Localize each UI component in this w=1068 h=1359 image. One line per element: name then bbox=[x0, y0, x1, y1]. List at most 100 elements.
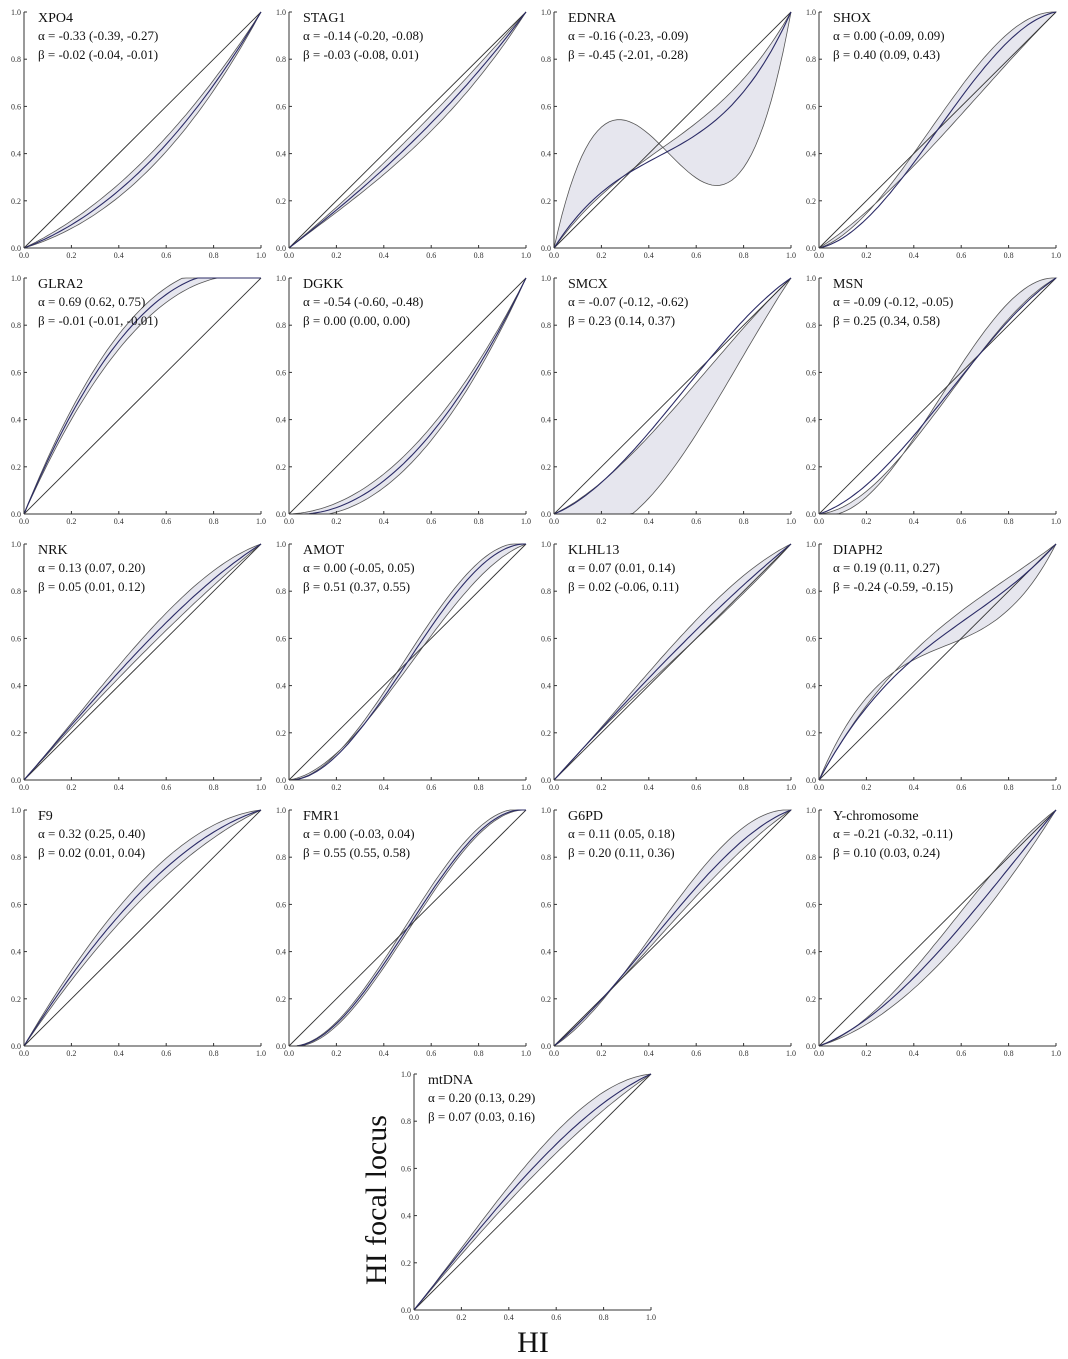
y-tick-label: 0.0 bbox=[541, 510, 551, 519]
x-tick-label: 0.2 bbox=[861, 251, 871, 260]
y-tick-label: 0.6 bbox=[276, 900, 286, 909]
beta-label: β = 0.00 (0.00, 0.00) bbox=[303, 313, 410, 328]
x-tick-label: 0.6 bbox=[956, 783, 966, 792]
gene-label: FMR1 bbox=[303, 809, 340, 824]
panel-g6pd: 0.00.0 0.2 0.2 0.4 0.4 0.6 0.6 0.8 0.8 1.0 1.0 G6PD… bbox=[541, 806, 796, 1058]
y-tick-label: 0.4 bbox=[11, 682, 21, 691]
beta-label: β = -0.01 (-0.01, -0.01) bbox=[38, 313, 158, 328]
estimated-cline bbox=[818, 543, 1057, 781]
beta-label: β = 0.25 (0.34, 0.58) bbox=[833, 313, 940, 328]
y-tick-label: 0.8 bbox=[541, 321, 551, 330]
y-tick-label: 0.6 bbox=[541, 900, 551, 909]
neutral-diagonal bbox=[23, 543, 262, 781]
y-tick-label: 0.4 bbox=[11, 150, 21, 159]
estimated-cline bbox=[553, 11, 792, 249]
y-tick-label: 0.4 bbox=[806, 150, 816, 159]
y-tick-label: 0.8 bbox=[11, 587, 21, 596]
panel-glra2: 0.00.0 0.2 0.2 0.4 0.4 0.6 0.6 0.8 0.8 1.0 1.0 GLRA… bbox=[11, 274, 266, 526]
x-tick-label: 0.8 bbox=[474, 517, 484, 526]
x-tick-label: 1.0 bbox=[1051, 1049, 1061, 1058]
y-tick-label: 0.6 bbox=[11, 634, 21, 643]
x-tick-label: 0.6 bbox=[691, 517, 701, 526]
y-tick-label: 1.0 bbox=[11, 806, 21, 815]
x-tick-label: 0.6 bbox=[426, 251, 436, 260]
beta-label: β = 0.07 (0.03, 0.16) bbox=[428, 1109, 535, 1124]
x-tick-label: 0.6 bbox=[161, 517, 171, 526]
y-tick-label: 0.6 bbox=[11, 900, 21, 909]
estimated-cline bbox=[818, 277, 1057, 515]
x-tick-label: 0.8 bbox=[739, 783, 749, 792]
x-tick-label: 0.0 bbox=[19, 517, 29, 526]
beta-label: β = 0.02 (0.01, 0.04) bbox=[38, 845, 145, 860]
gene-label: Y-chromosome bbox=[833, 809, 919, 824]
gene-label: GLRA2 bbox=[38, 277, 83, 292]
beta-label: β = 0.02 (-0.06, 0.11) bbox=[568, 579, 679, 594]
panel-xpo4: 0.00.0 0.2 0.2 0.4 0.4 0.6 0.6 0.8 0.8 1.0 1.0 XPO4… bbox=[11, 8, 266, 260]
y-tick-label: 0.4 bbox=[541, 682, 551, 691]
x-tick-label: 0.0 bbox=[284, 1049, 294, 1058]
estimated-cline bbox=[23, 809, 262, 1047]
alpha-label: α = 0.13 (0.07, 0.20) bbox=[38, 560, 145, 575]
x-tick-label: 0.4 bbox=[504, 1313, 514, 1322]
x-tick-label: 1.0 bbox=[786, 251, 796, 260]
y-tick-label: 0.6 bbox=[276, 634, 286, 643]
x-tick-label: 1.0 bbox=[256, 783, 266, 792]
beta-label: β = 0.40 (0.09, 0.43) bbox=[833, 47, 940, 62]
x-tick-label: 0.0 bbox=[549, 783, 559, 792]
beta-label: β = -0.45 (-2.01, -0.28) bbox=[568, 47, 688, 62]
alpha-label: α = 0.00 (-0.03, 0.04) bbox=[303, 826, 415, 841]
y-tick-label: 1.0 bbox=[806, 274, 816, 283]
y-tick-label: 0.8 bbox=[276, 55, 286, 64]
y-tick-label: 0.2 bbox=[11, 197, 21, 206]
x-tick-label: 0.6 bbox=[691, 1049, 701, 1058]
gene-label: mtDNA bbox=[428, 1073, 474, 1088]
y-tick-label: 0.8 bbox=[401, 1117, 411, 1126]
x-tick-label: 0.4 bbox=[379, 251, 389, 260]
x-tick-label: 0.0 bbox=[19, 251, 29, 260]
y-tick-label: 0.2 bbox=[806, 729, 816, 738]
y-tick-label: 0.0 bbox=[11, 776, 21, 785]
estimated-cline bbox=[23, 277, 261, 515]
panel-smcx: 0.00.0 0.2 0.2 0.4 0.4 0.6 0.6 0.8 0.8 1.0 1.0 SMCX… bbox=[541, 274, 796, 526]
estimated-cline bbox=[553, 809, 792, 1047]
x-tick-label: 0.4 bbox=[644, 251, 654, 260]
y-tick-label: 0.2 bbox=[11, 463, 21, 472]
gene-label: XPO4 bbox=[38, 11, 73, 26]
beta-label: β = -0.24 (-0.59, -0.15) bbox=[833, 579, 953, 594]
alpha-label: α = -0.21 (-0.32, -0.11) bbox=[833, 826, 953, 841]
x-tick-label: 0.6 bbox=[691, 251, 701, 260]
x-tick-label: 0.6 bbox=[956, 517, 966, 526]
panel-nrk: 0.00.0 0.2 0.2 0.4 0.4 0.6 0.6 0.8 0.8 1.0 1.0 NRK α… bbox=[11, 540, 266, 792]
y-tick-label: 1.0 bbox=[276, 806, 286, 815]
y-tick-label: 0.0 bbox=[806, 244, 816, 253]
x-tick-label: 0.6 bbox=[956, 251, 966, 260]
panel-ednra: 0.00.0 0.2 0.2 0.4 0.4 0.6 0.6 0.8 0.8 1.0 1.0 EDNR… bbox=[541, 8, 796, 260]
y-tick-label: 0.2 bbox=[276, 995, 286, 1004]
x-tick-label: 0.0 bbox=[409, 1313, 419, 1322]
beta-label: β = 0.51 (0.37, 0.55) bbox=[303, 579, 410, 594]
beta-label: β = -0.02 (-0.04, -0.01) bbox=[38, 47, 158, 62]
x-tick-label: 0.2 bbox=[861, 517, 871, 526]
alpha-label: α = 0.32 (0.25, 0.40) bbox=[38, 826, 145, 841]
y-tick-label: 0.8 bbox=[806, 853, 816, 862]
y-tick-label: 1.0 bbox=[11, 540, 21, 549]
x-tick-label: 0.2 bbox=[331, 517, 341, 526]
x-tick-label: 0.8 bbox=[209, 517, 219, 526]
y-tick-label: 0.8 bbox=[541, 853, 551, 862]
gene-label: DGKK bbox=[303, 277, 343, 292]
y-tick-label: 0.0 bbox=[276, 244, 286, 253]
x-tick-label: 0.6 bbox=[161, 1049, 171, 1058]
y-tick-label: 0.6 bbox=[806, 368, 816, 377]
x-tick-label: 1.0 bbox=[786, 517, 796, 526]
x-tick-label: 0.2 bbox=[331, 1049, 341, 1058]
y-tick-label: 0.4 bbox=[541, 150, 551, 159]
x-tick-label: 1.0 bbox=[1051, 251, 1061, 260]
x-tick-label: 0.6 bbox=[426, 517, 436, 526]
panel-shox: 0.00.0 0.2 0.2 0.4 0.4 0.6 0.6 0.8 0.8 1.0 1.0 SHOX… bbox=[806, 8, 1061, 260]
y-tick-label: 0.6 bbox=[276, 102, 286, 111]
neutral-diagonal bbox=[553, 277, 792, 515]
x-tick-label: 0.0 bbox=[549, 1049, 559, 1058]
panel-klhl13: 0.00.0 0.2 0.2 0.4 0.4 0.6 0.6 0.8 0.8 1.0 1.0 KLHL… bbox=[541, 540, 796, 792]
estimated-cline bbox=[23, 11, 262, 249]
x-tick-label: 1.0 bbox=[786, 783, 796, 792]
